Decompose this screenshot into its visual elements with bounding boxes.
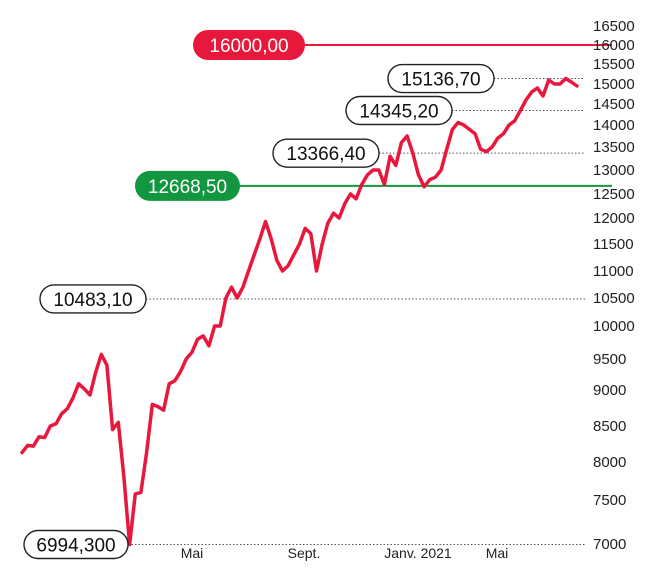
y-tick-label: 14000 — [593, 117, 635, 134]
x-tick-label: Sept. — [288, 545, 321, 561]
reference-label: 16000,00 — [209, 36, 288, 57]
series-layer — [20, 76, 579, 547]
y-tick-label: 15000 — [593, 76, 635, 93]
annotation-label: 10483,10 — [53, 290, 132, 311]
y-tick-label: 10000 — [593, 318, 635, 335]
reference-label-pill — [193, 30, 305, 60]
y-tick-label: 14500 — [593, 96, 635, 113]
annotation-pill — [23, 529, 129, 560]
annotation-label: 15136,70 — [401, 70, 480, 91]
y-tick-label: 10500 — [593, 290, 635, 307]
y-tick-label: 12000 — [593, 210, 635, 227]
y-tick-label: 9000 — [593, 382, 626, 399]
y-tick-label: 13000 — [593, 162, 635, 179]
x-tick-label: Janv. 2021 — [384, 545, 452, 561]
annotation-pill — [345, 95, 453, 126]
y-tick-label: 11500 — [593, 236, 634, 253]
y-tick-label: 11000 — [593, 263, 634, 280]
y-tick-label: 9500 — [593, 351, 626, 368]
reference-lines: 16000,00 12668,50 — [135, 30, 612, 201]
y-tick-label: 16000 — [593, 37, 635, 54]
annotation-label: 14345,20 — [359, 102, 438, 123]
annotation-label: 13366,40 — [286, 144, 365, 165]
y-tick-label: 15500 — [593, 56, 635, 73]
y-tick-label: 13500 — [593, 139, 635, 156]
y-tick-label: 8500 — [593, 418, 626, 435]
reference-label-pill — [135, 170, 240, 201]
annotation-pill — [39, 284, 147, 314]
annotation-pill — [387, 63, 495, 94]
x-tick-label: Mai — [486, 545, 509, 561]
y-tick-label: 7000 — [593, 536, 626, 553]
reference-label: 12668,50 — [148, 177, 227, 198]
y-axis: 7000 7500 8000 8500 9000 9500 10000 10500 11000 1… — [593, 18, 635, 553]
series-line — [20, 76, 579, 547]
x-axis: Mai Sept. Janv. 2021 Mai — [181, 545, 509, 561]
y-tick-label: 8000 — [593, 454, 626, 471]
y-tick-label: 12500 — [593, 186, 635, 203]
y-tick-label: 7500 — [593, 492, 626, 509]
annotation-pill — [272, 138, 380, 168]
callouts: 15136,70 14345,20 13366,40 10483,10 6994,300 — [23, 63, 495, 560]
x-tick-label: Mai — [181, 545, 204, 561]
annotation-label: 6994,300 — [36, 536, 115, 557]
y-tick-label: 16500 — [593, 18, 635, 35]
